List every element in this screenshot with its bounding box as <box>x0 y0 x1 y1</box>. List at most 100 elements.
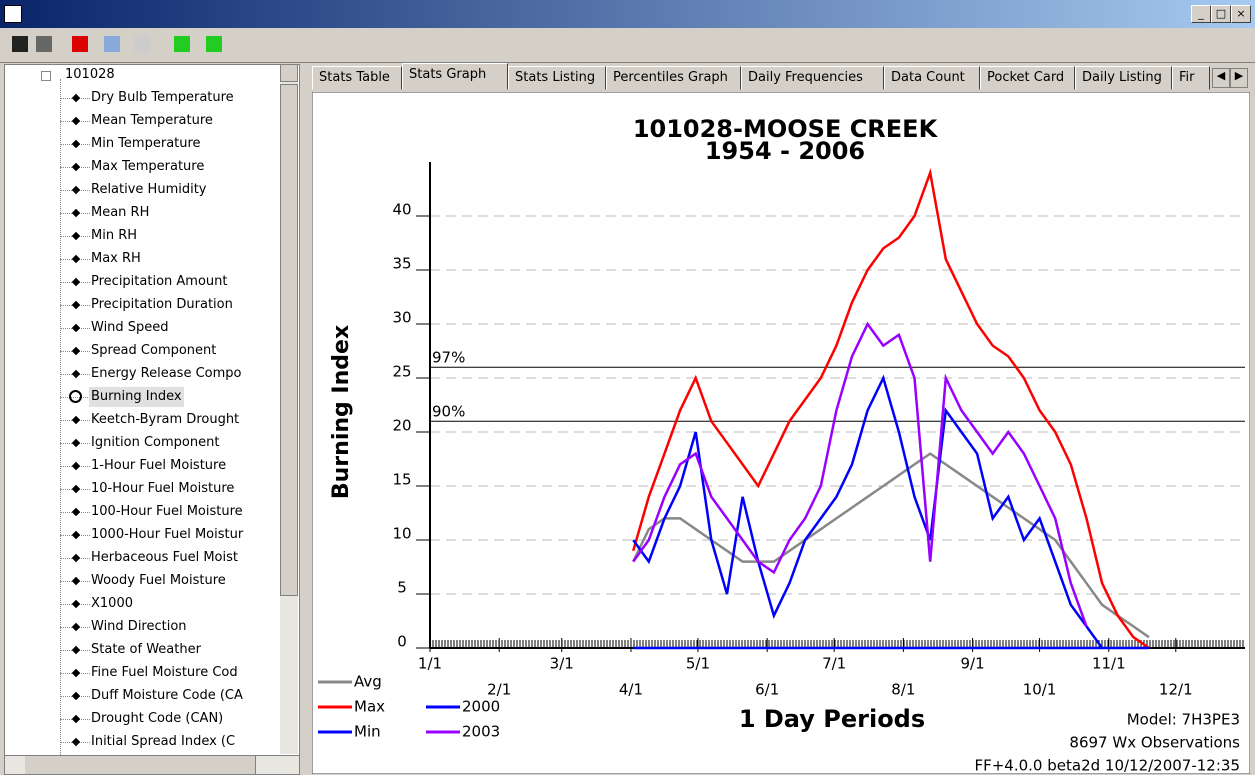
toolbar <box>0 28 1255 63</box>
tab[interactable]: Data Count <box>884 66 980 90</box>
bullet-icon <box>71 530 81 540</box>
x-tick-label: 6/1 <box>755 681 779 699</box>
print-icon[interactable] <box>36 36 52 52</box>
graph-icon[interactable] <box>104 36 120 52</box>
tree-item[interactable]: State of Weather <box>91 642 201 657</box>
tab[interactable]: Fir <box>1172 66 1210 90</box>
tool-icon[interactable] <box>174 36 190 52</box>
tree-item[interactable]: Mean Temperature <box>91 113 213 128</box>
close-button[interactable]: × <box>1231 5 1251 23</box>
tree-item[interactable]: Dry Bulb Temperature <box>91 90 234 105</box>
map-icon[interactable] <box>134 36 150 52</box>
tree-item[interactable]: Min RH <box>91 228 138 243</box>
x-tick-label: 10/1 <box>1023 681 1057 699</box>
tool-icon[interactable] <box>72 36 88 52</box>
y-tick-label: 0 <box>397 633 407 651</box>
tab[interactable]: Stats Listing <box>508 66 606 90</box>
search-icon <box>69 390 82 403</box>
tree-item[interactable]: Min Temperature <box>91 136 201 151</box>
tab[interactable]: Pocket Card <box>980 66 1075 90</box>
tree-item[interactable]: Max RH <box>91 251 141 266</box>
tab-strip: Stats Table Stats Graph Stats Listing Perce… <box>312 63 1210 90</box>
y-tick-label: 30 <box>392 309 411 327</box>
tree-item[interactable]: Woody Fuel Moisture <box>91 573 226 588</box>
x-tick-label: 5/1 <box>686 655 710 673</box>
legend-label: 2003 <box>462 723 500 741</box>
tree-item[interactable]: Fine Fuel Moisture Cod <box>91 665 238 680</box>
x-tick-label: 2/1 <box>487 681 511 699</box>
tree-item[interactable]: Keetch-Byram Drought <box>91 412 240 427</box>
footer-text: FF+4.0.0 beta2d 10/12/2007-12:35 <box>974 757 1240 775</box>
root-node <box>41 71 51 81</box>
horizontal-scrollbar[interactable] <box>4 755 300 775</box>
tree-item[interactable]: Burning Index <box>89 387 184 407</box>
bullet-icon <box>71 300 81 310</box>
chart-subtitle: 1954 - 2006 <box>705 137 865 165</box>
window-icon <box>4 5 22 23</box>
bullet-icon <box>71 208 81 218</box>
tab-scroll[interactable]: ◀ ▶ <box>1212 68 1248 88</box>
tab[interactable]: Daily Frequencies <box>741 66 884 90</box>
bullet-icon <box>71 622 81 632</box>
bullet-icon <box>71 645 81 655</box>
series-line <box>631 168 1150 650</box>
tree-item[interactable]: 1000-Hour Fuel Moistur <box>91 527 244 542</box>
tree-item[interactable]: Spread Component <box>91 343 217 358</box>
y-tick-label: 5 <box>397 579 407 597</box>
tree-item[interactable]: Relative Humidity <box>91 182 207 197</box>
tree-item[interactable]: Duff Moisture Code (CA <box>91 688 243 703</box>
bullet-icon <box>71 484 81 494</box>
legend-label: Avg <box>354 673 382 691</box>
reference-label: 90% <box>432 403 465 421</box>
chart-background <box>312 92 1250 774</box>
tree-line <box>60 79 61 755</box>
tree-item[interactable]: Ignition Component <box>91 435 220 450</box>
tree-item[interactable]: Herbaceous Fuel Moist <box>91 550 238 565</box>
title-bar: _ □ × <box>0 0 1255 28</box>
footer-text: 8697 Wx Observations <box>1069 734 1240 752</box>
tree-item[interactable]: Initial Spread Index (C <box>91 734 236 749</box>
y-tick-label: 25 <box>392 363 411 381</box>
bullet-icon <box>71 691 81 701</box>
bullet-icon <box>71 553 81 563</box>
tree-item[interactable]: X1000 <box>91 596 133 611</box>
tree-root[interactable]: 101028 <box>65 67 115 82</box>
tree-item[interactable]: Precipitation Amount <box>91 274 228 289</box>
tree-item[interactable]: 10-Hour Fuel Moisture <box>91 481 235 496</box>
bullet-icon <box>71 254 81 264</box>
tab[interactable]: Stats Graph <box>402 63 508 90</box>
tree-item[interactable]: Max Temperature <box>91 159 205 174</box>
y-tick-label: 20 <box>392 417 411 435</box>
bullet-icon <box>71 346 81 356</box>
tool-icon[interactable] <box>206 36 222 52</box>
bullet-icon <box>71 438 81 448</box>
x-tick-label: 9/1 <box>961 655 985 673</box>
save-icon[interactable] <box>12 36 28 52</box>
series-line <box>632 374 1104 649</box>
y-tick-label: 35 <box>392 255 411 273</box>
x-tick-label: 11/1 <box>1092 655 1126 673</box>
tab[interactable]: Daily Listing <box>1075 66 1172 90</box>
maximize-button[interactable]: □ <box>1211 5 1231 23</box>
tree-item[interactable]: 1-Hour Fuel Moisture <box>91 458 227 473</box>
y-tick-label: 10 <box>392 525 411 543</box>
tree-item[interactable]: 100-Hour Fuel Moisture <box>91 504 243 519</box>
bullet-icon <box>71 599 81 609</box>
y-axis-label: Burning Index <box>329 325 354 499</box>
minor-ticks <box>430 640 1245 648</box>
minimize-button[interactable]: _ <box>1191 5 1211 23</box>
vertical-scrollbar[interactable] <box>280 64 298 754</box>
tree-item[interactable]: Wind Speed <box>91 320 169 335</box>
series-line <box>632 321 1088 627</box>
tree-item[interactable]: Drought Code (CAN) <box>91 711 224 726</box>
tree-item[interactable]: Precipitation Duration <box>91 297 233 312</box>
tab[interactable]: Percentiles Graph <box>606 66 741 90</box>
tree-item[interactable]: Energy Release Compo <box>91 366 242 381</box>
tab[interactable]: Stats Table <box>312 66 402 90</box>
x-tick-label: 7/1 <box>822 655 846 673</box>
bullet-icon <box>71 714 81 724</box>
tree-item[interactable]: Mean RH <box>91 205 150 220</box>
tree-item[interactable]: Wind Direction <box>91 619 187 634</box>
bullet-icon <box>71 507 81 517</box>
